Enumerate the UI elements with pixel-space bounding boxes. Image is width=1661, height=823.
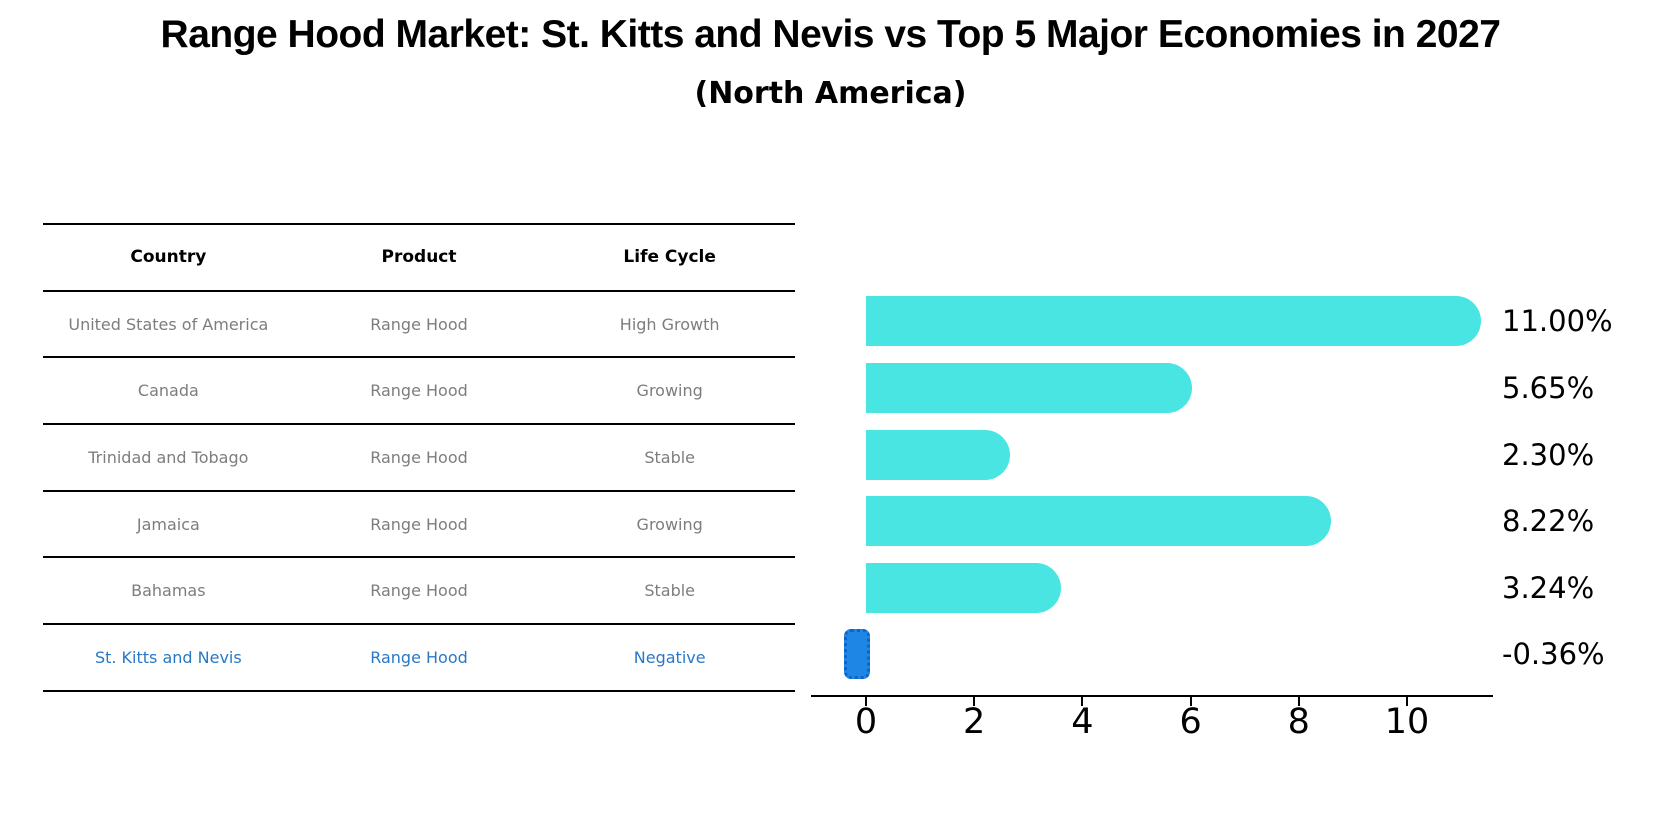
x-axis-tick-label: 8 xyxy=(1287,702,1310,742)
table-header-lifecycle: Life Cycle xyxy=(623,247,716,268)
table-row: Jamaica Range Hood Growing xyxy=(43,492,795,559)
table-rows: United States of America Range Hood High G… xyxy=(43,292,795,692)
bar-bahamas xyxy=(866,563,1062,613)
bar-value-label: 5.65% xyxy=(1502,371,1595,405)
table-row: United States of America Range Hood High G… xyxy=(43,292,795,359)
chart-title: Range Hood Market: St. Kitts and Nevis v… xyxy=(160,13,1501,56)
table-cell-country: St. Kitts and Nevis xyxy=(94,647,242,667)
table-cell-country: Bahamas xyxy=(131,581,206,601)
x-axis-tick xyxy=(1297,697,1300,706)
table-cell-country: United States of America xyxy=(68,314,269,334)
table-cell-product: Range Hood xyxy=(370,647,468,667)
table-header-product: Product xyxy=(381,247,457,268)
x-axis-tick xyxy=(1081,697,1084,706)
table-row: St. Kitts and Nevis Range Hood Negative xyxy=(43,625,795,692)
table-row: Canada Range Hood Growing xyxy=(43,358,795,426)
table-row: Trinidad and Tobago Range Hood Stable xyxy=(43,425,795,492)
bar-value-label: 2.30% xyxy=(1502,438,1595,472)
table-cell-lifecycle: Growing xyxy=(636,381,703,401)
table-cell-product: Range Hood xyxy=(370,314,468,334)
table-cell-lifecycle: Stable xyxy=(644,581,696,601)
bar-united-states-of-america xyxy=(866,296,1482,346)
table-cell-country: Jamaica xyxy=(136,514,200,534)
bar-canada xyxy=(866,363,1192,413)
table-cell-country: Canada xyxy=(137,381,199,401)
chart-subtitle: (North America) xyxy=(694,76,967,111)
x-axis-tick xyxy=(1189,697,1192,706)
bar-value-label: 8.22% xyxy=(1502,504,1595,538)
table-cell-lifecycle: High Growth xyxy=(619,314,720,334)
bar-trinidad-and-tobago xyxy=(866,430,1011,480)
x-axis-tick-label: 0 xyxy=(854,702,878,742)
x-axis-tick-label: 4 xyxy=(1071,702,1094,742)
table-row: Bahamas Range Hood Stable xyxy=(43,558,795,626)
table-header-country: Country xyxy=(130,247,207,268)
x-axis-tick xyxy=(1406,697,1408,706)
table-header-row: Country Product Life Cycle xyxy=(43,225,795,292)
bar-value-label: 3.24% xyxy=(1502,571,1595,605)
bar-value-label: 11.00% xyxy=(1502,304,1613,338)
x-axis-tick-label: 6 xyxy=(1179,702,1202,742)
x-axis-tick-label: 2 xyxy=(963,702,986,742)
x-axis-tick xyxy=(973,697,976,706)
table-cell-country: Trinidad and Tobago xyxy=(88,447,249,467)
table-cell-product: Range Hood xyxy=(370,514,468,534)
bar-jamaica xyxy=(866,496,1331,546)
table-cell-lifecycle: Stable xyxy=(644,447,696,467)
table-cell-lifecycle: Negative xyxy=(633,647,706,667)
x-axis-tick-label: 10 xyxy=(1384,702,1430,742)
table-cell-product: Range Hood xyxy=(370,581,468,601)
table-cell-product: Range Hood xyxy=(370,447,468,467)
bar-st-kitts-and-nevis xyxy=(843,629,870,679)
x-axis xyxy=(811,695,1493,697)
x-axis-tick xyxy=(865,697,867,706)
table-cell-product: Range Hood xyxy=(370,381,468,401)
bar-value-label: -0.36% xyxy=(1502,637,1605,671)
comparison-table: Country Product Life Cycle United States… xyxy=(43,223,795,692)
table-cell-lifecycle: Growing xyxy=(636,514,703,534)
